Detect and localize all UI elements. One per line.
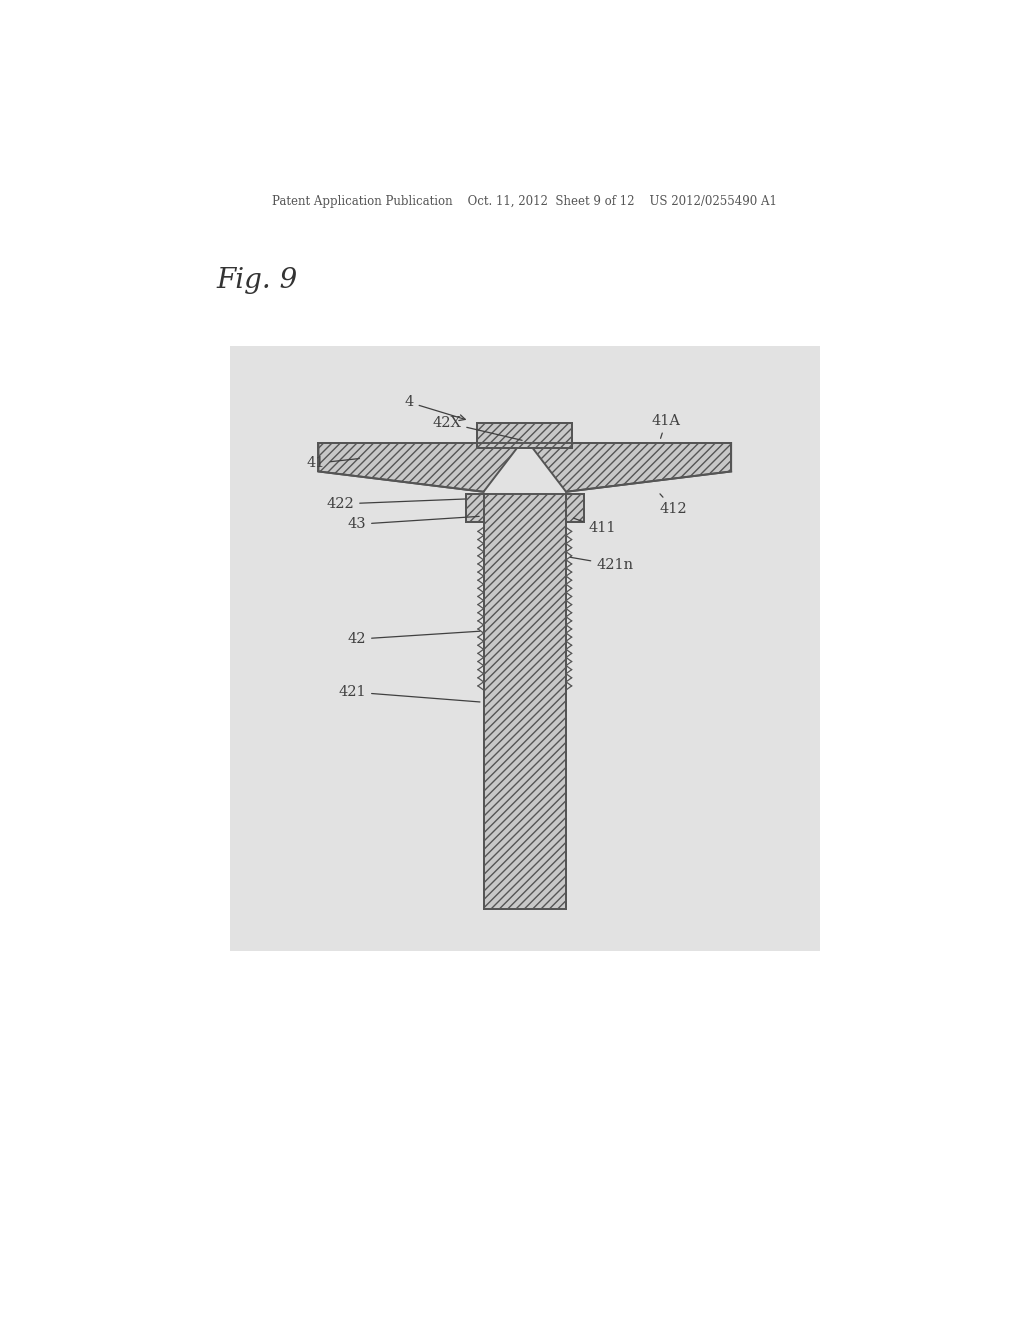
Text: 41: 41 [306,457,359,470]
Text: 42X: 42X [432,416,522,441]
Text: 43: 43 [347,516,479,532]
Text: Fig. 9: Fig. 9 [217,267,298,294]
Text: 4: 4 [404,395,465,421]
Polygon shape [466,494,483,523]
Text: 412: 412 [659,494,687,516]
Polygon shape [483,494,566,908]
Polygon shape [528,444,731,492]
Polygon shape [318,444,521,492]
FancyBboxPatch shape [229,346,820,952]
Text: 421n: 421n [570,557,634,572]
Text: Patent Application Publication    Oct. 11, 2012  Sheet 9 of 12    US 2012/025549: Patent Application Publication Oct. 11, … [272,194,777,207]
Polygon shape [566,494,584,523]
Text: 41A: 41A [652,413,681,438]
Text: 421: 421 [339,685,480,702]
Text: 411: 411 [573,519,615,536]
Text: 42: 42 [347,631,480,647]
Text: 422: 422 [327,496,465,511]
Polygon shape [477,422,572,447]
